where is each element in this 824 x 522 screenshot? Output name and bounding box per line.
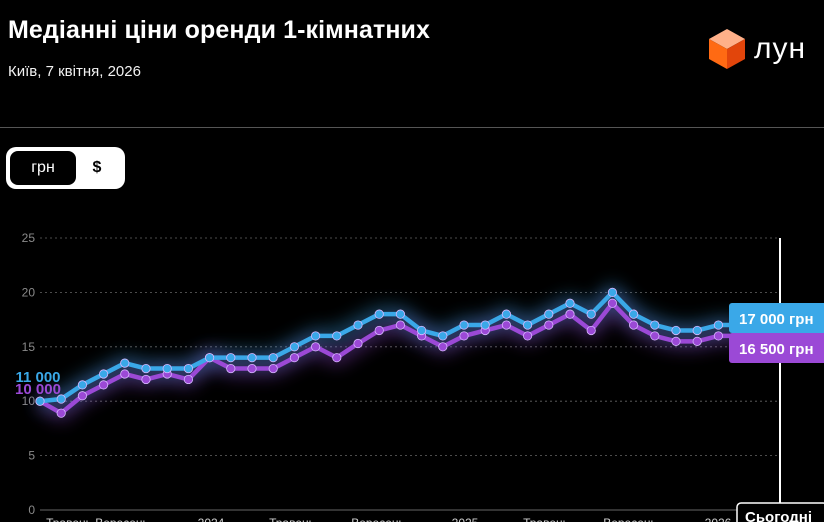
x-tick-label: Травень xyxy=(46,516,92,522)
data-point[interactable] xyxy=(544,309,554,319)
data-point[interactable] xyxy=(671,325,681,336)
y-tick-label: 5 xyxy=(28,449,35,463)
series-start-label: 11 000 xyxy=(15,369,60,386)
header-divider xyxy=(0,127,824,128)
data-point[interactable] xyxy=(501,309,511,319)
data-point[interactable] xyxy=(671,336,681,346)
data-point[interactable] xyxy=(183,374,193,385)
cube-logo-icon xyxy=(709,29,745,69)
x-tick-label: Травень xyxy=(269,516,315,522)
data-point[interactable] xyxy=(628,309,639,319)
data-point[interactable] xyxy=(607,298,618,308)
logo-text: лун xyxy=(754,32,807,65)
y-tick-label: 10 xyxy=(22,394,36,408)
x-tick-label: Вересень xyxy=(95,516,149,522)
x-tick-label: 2026 xyxy=(705,516,732,522)
data-point[interactable] xyxy=(332,353,342,363)
series-start-label: 10 000 xyxy=(15,381,61,398)
data-point[interactable] xyxy=(565,309,575,319)
data-point[interactable] xyxy=(99,369,109,379)
data-point[interactable] xyxy=(607,287,618,297)
data-point[interactable] xyxy=(628,320,639,330)
data-point[interactable] xyxy=(226,363,236,374)
data-point[interactable] xyxy=(692,325,702,336)
data-point[interactable] xyxy=(141,374,151,385)
data-point[interactable] xyxy=(226,353,236,363)
data-point[interactable] xyxy=(310,331,321,341)
data-point[interactable] xyxy=(77,380,88,390)
data-point[interactable] xyxy=(713,320,724,330)
data-point[interactable] xyxy=(395,309,405,319)
currency-option-usd[interactable]: $ xyxy=(92,159,102,176)
series-end-badge xyxy=(729,303,824,333)
data-point[interactable] xyxy=(353,338,363,349)
data-point[interactable] xyxy=(522,320,533,330)
data-point[interactable] xyxy=(544,320,554,330)
y-tick-label: 25 xyxy=(22,231,36,245)
data-point[interactable] xyxy=(99,380,109,390)
data-point[interactable] xyxy=(459,320,469,330)
data-point[interactable] xyxy=(522,331,533,341)
data-point[interactable] xyxy=(713,331,724,341)
series-line xyxy=(39,290,740,404)
series-end-badge xyxy=(729,333,824,363)
y-tick-label: 15 xyxy=(22,340,36,354)
data-point[interactable] xyxy=(438,331,448,341)
data-point[interactable] xyxy=(289,342,299,352)
data-point[interactable] xyxy=(183,363,193,374)
data-point[interactable] xyxy=(162,363,172,374)
series-end-label: 16 500 грн xyxy=(739,341,814,358)
data-point[interactable] xyxy=(438,342,448,352)
x-tick-label: Травень xyxy=(523,516,569,522)
x-tick-label: Вересень xyxy=(603,516,657,522)
data-point[interactable] xyxy=(268,363,278,374)
data-point[interactable] xyxy=(56,408,66,418)
data-point[interactable] xyxy=(692,336,702,346)
data-point[interactable] xyxy=(120,369,130,379)
data-point[interactable] xyxy=(374,325,384,336)
data-point[interactable] xyxy=(374,309,384,319)
data-point[interactable] xyxy=(35,396,45,406)
data-point[interactable] xyxy=(56,394,66,404)
data-point[interactable] xyxy=(77,391,88,401)
data-point[interactable] xyxy=(650,320,660,330)
data-point[interactable] xyxy=(289,353,299,363)
data-point[interactable] xyxy=(565,298,575,308)
data-point[interactable] xyxy=(459,331,469,341)
series-end-label: 17 000 грн xyxy=(739,311,814,328)
y-tick-label: 0 xyxy=(28,503,35,517)
today-badge xyxy=(736,502,824,522)
data-point[interactable] xyxy=(416,325,427,336)
data-point[interactable] xyxy=(310,342,321,352)
page-subtitle: Київ, 7 квітня, 2026 xyxy=(8,63,141,80)
today-label: Сьогодні xyxy=(745,509,812,522)
currency-option-uah[interactable]: грн xyxy=(10,151,76,185)
brand-logo[interactable]: лун xyxy=(708,28,806,70)
data-point[interactable] xyxy=(395,320,405,330)
currency-toggle: грн $ xyxy=(6,147,125,189)
data-point[interactable] xyxy=(480,320,490,330)
data-point[interactable] xyxy=(586,309,596,319)
data-point[interactable] xyxy=(120,358,130,368)
data-point[interactable] xyxy=(205,353,215,363)
y-tick-label: 20 xyxy=(22,285,36,299)
data-point[interactable] xyxy=(353,320,363,330)
data-point[interactable] xyxy=(247,363,257,374)
data-point[interactable] xyxy=(268,353,278,363)
x-tick-label: Вересень xyxy=(351,516,405,522)
data-point[interactable] xyxy=(247,353,257,363)
page-title: Медіанні ціни оренди 1-кімнатних xyxy=(8,16,430,44)
data-point[interactable] xyxy=(501,320,511,330)
data-point[interactable] xyxy=(586,325,596,336)
data-point[interactable] xyxy=(650,331,660,341)
data-point[interactable] xyxy=(332,331,342,341)
x-tick-label: 2024 xyxy=(198,516,225,522)
series-line xyxy=(38,301,740,416)
data-point[interactable] xyxy=(141,363,151,374)
